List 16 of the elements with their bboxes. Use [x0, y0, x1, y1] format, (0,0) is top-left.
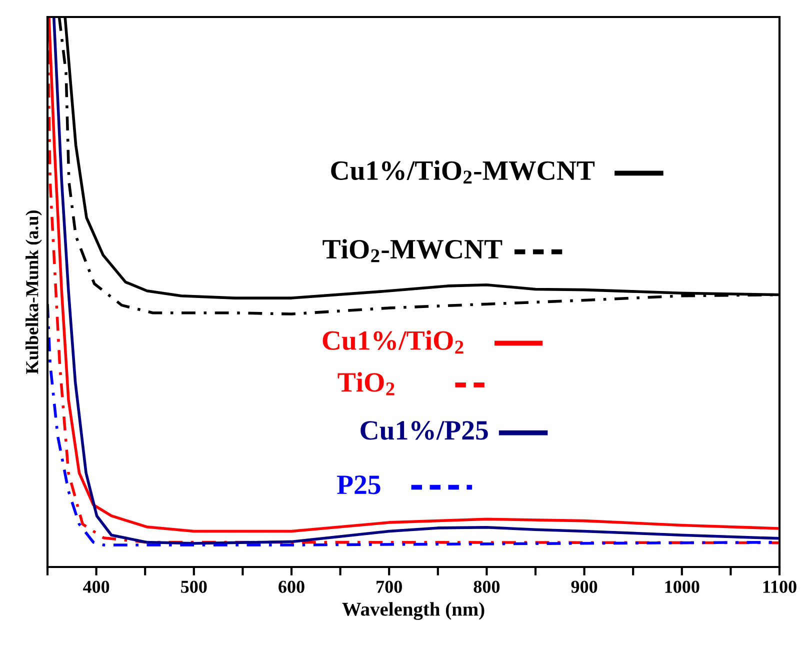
legend-label: Cu1%/P25	[360, 421, 488, 440]
x-tick-label: 1100	[763, 580, 796, 593]
x-tick-label: 1000	[665, 580, 700, 593]
x-tick-label: 600	[278, 580, 304, 593]
legend-label: TiO$_{2}$-MWCNT	[322, 239, 502, 262]
legend-label: P25	[337, 476, 380, 494]
legend-label: Cu1%/TiO$_{2}$	[322, 330, 464, 354]
x-axis-title: Wavelength (nm)	[342, 602, 484, 620]
x-tick-label: 900	[571, 580, 598, 593]
x-tick-label: 800	[474, 580, 500, 593]
legend-label: TiO$_{2}$	[338, 372, 394, 396]
x-tick-label: 700	[376, 580, 402, 593]
x-tick-label: 500	[181, 580, 207, 593]
x-tick-label: 400	[83, 580, 110, 593]
y-axis-title: Kulbelka-Munk (a.u)	[26, 210, 42, 374]
legend-label: Cu1%/TiO$_{2}$-MWCNT	[331, 160, 595, 184]
